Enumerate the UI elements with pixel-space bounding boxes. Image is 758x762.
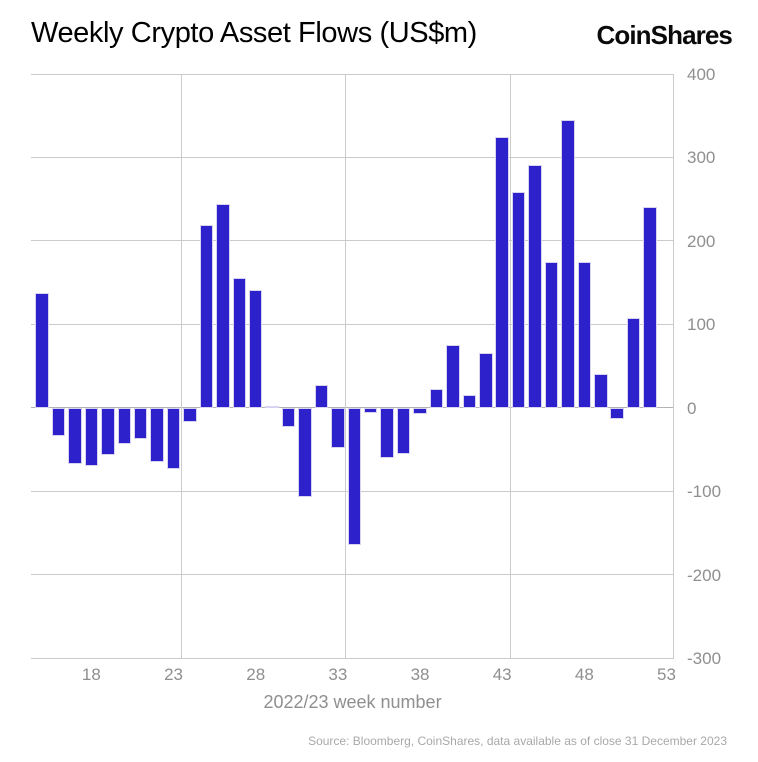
y-tick-label: 0: [687, 398, 697, 418]
y-gridline: [31, 323, 674, 325]
x-tick-label: 23: [164, 665, 183, 684]
bar-week-28: [248, 290, 263, 408]
y-tick-label: 300: [687, 148, 716, 168]
x-axis-title: 2022/23 week number: [263, 692, 442, 712]
bar-week-45: [528, 164, 542, 408]
y-gridline: [31, 574, 674, 576]
bar-week-52: [643, 206, 657, 408]
bar-week-47: [561, 119, 575, 408]
bar-week-18: [84, 407, 99, 467]
x-tick-label: 18: [81, 665, 101, 684]
bar-week-43: [495, 137, 509, 408]
bar-week-19: [101, 407, 115, 456]
bar-week-25: [199, 225, 214, 408]
y-tick-label: 200: [687, 231, 716, 251]
plot-area: [31, 73, 674, 659]
bar-week-44: [511, 191, 526, 408]
bar-week-37: [396, 407, 411, 454]
bar-week-30: [281, 407, 296, 427]
y-tick-label: 400: [687, 65, 716, 84]
x-tick-label: 48: [574, 665, 594, 684]
y-tick-label: -300: [687, 649, 722, 668]
bar-week-50: [610, 407, 624, 419]
bar-week-38: [413, 407, 427, 414]
y-tick-label: 100: [687, 315, 716, 335]
x-gridline: [673, 74, 674, 658]
bar-week-39: [429, 389, 444, 408]
x-gridline: [509, 74, 511, 658]
bar-week-46: [544, 261, 559, 408]
bar-week-35: [363, 407, 378, 413]
bar-week-23: [166, 407, 181, 469]
y-tick-label: -100: [687, 482, 722, 502]
bar-week-20: [117, 407, 131, 444]
bar-week-49: [594, 373, 608, 408]
bar-week-21: [133, 407, 148, 440]
x-tick-label: 28: [246, 665, 266, 684]
bar-week-33: [331, 407, 345, 448]
bar-week-41: [462, 395, 477, 408]
x-tick-label: 53: [657, 665, 676, 684]
y-tick-label: -200: [687, 565, 722, 585]
y-gridline: [31, 73, 674, 75]
bar-week-36: [380, 407, 394, 458]
bar-week-17: [68, 407, 82, 464]
bar-week-42: [479, 352, 493, 408]
x-gridline: [345, 74, 347, 658]
bar-week-16: [51, 407, 66, 437]
bar-week-48: [577, 261, 592, 408]
bar-week-31: [298, 407, 312, 497]
bar-week-40: [446, 345, 460, 408]
bar-week-34: [347, 407, 362, 546]
chart-title: Weekly Crypto Asset Flows (US$m): [31, 17, 477, 49]
bar-week-51: [626, 317, 641, 408]
bar-week-24: [183, 407, 197, 422]
bar-week-26: [216, 204, 230, 408]
source-note: Source: Bloomberg, CoinShares, data avai…: [308, 734, 727, 748]
x-tick-label: 38: [410, 665, 430, 684]
x-gridline: [181, 74, 183, 658]
y-gridline: [31, 156, 674, 158]
y-gridline: [31, 240, 674, 242]
y-gridline: [31, 657, 674, 659]
x-tick-label: 33: [328, 665, 348, 684]
coinshares-logo: CoinShares: [596, 20, 733, 50]
bar-week-29: [265, 406, 279, 409]
bar-week-32: [314, 385, 329, 408]
bar-week-22: [150, 407, 164, 462]
bar-week-27: [232, 278, 247, 408]
bar-week-15: [35, 293, 49, 408]
x-tick-label: 43: [492, 665, 512, 684]
